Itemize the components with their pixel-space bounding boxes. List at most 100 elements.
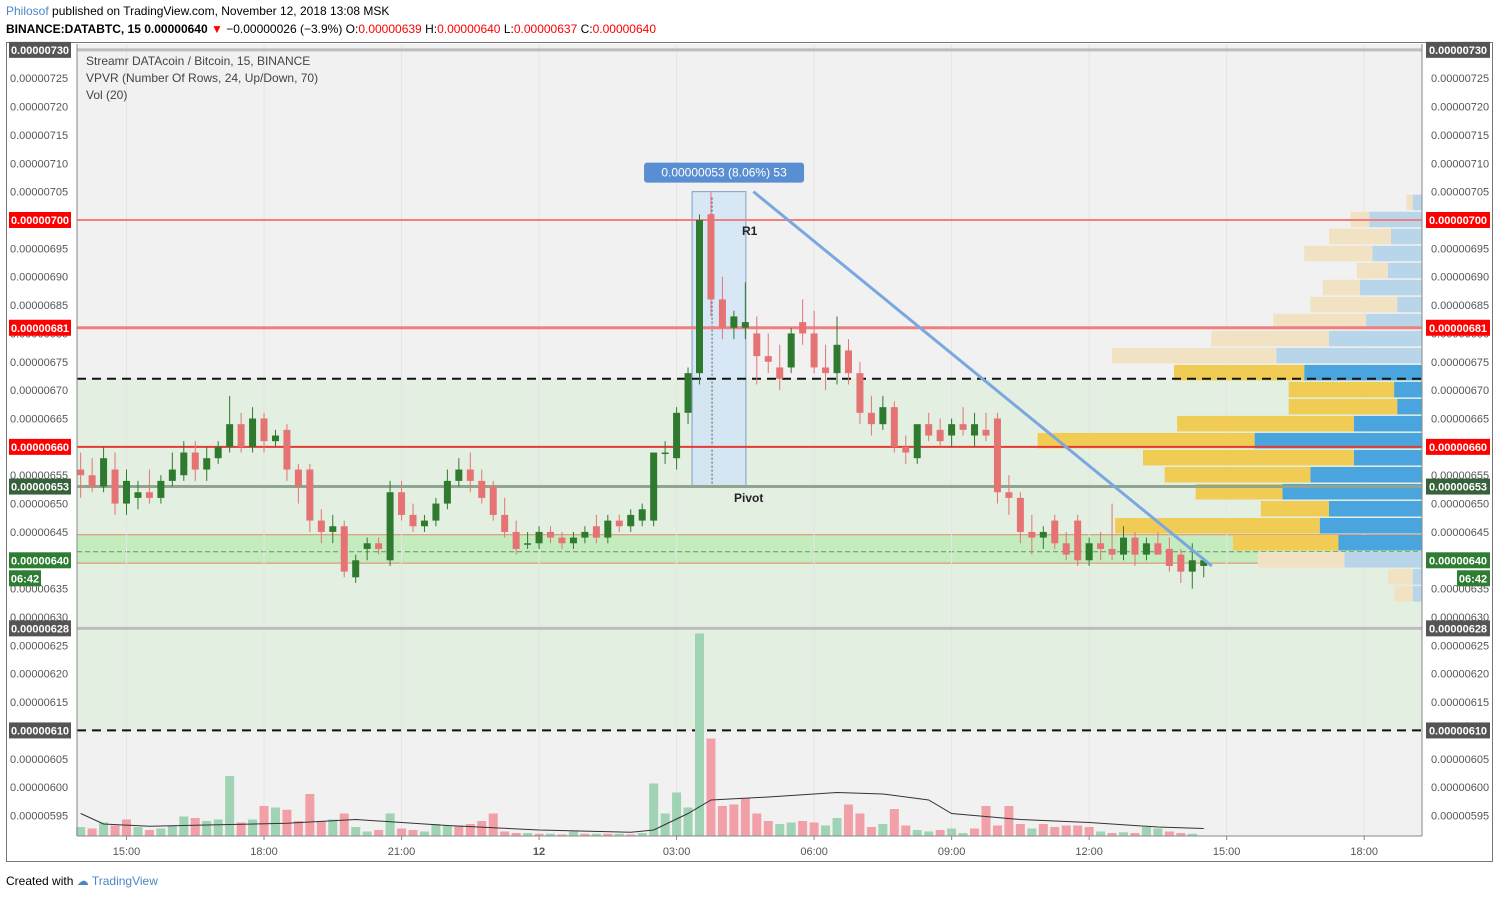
badge-right-1: 0.00000700 — [1429, 215, 1487, 227]
y-tick-left-7: 0.00000695 — [10, 243, 68, 255]
candle-body-69 — [867, 412, 875, 425]
volume-bar-4 — [122, 819, 131, 836]
vpvr-down-bar-15 — [1353, 449, 1422, 466]
volume-bar-68 — [855, 813, 865, 836]
countdown-left-bg — [9, 570, 41, 587]
candle-body-29 — [409, 514, 417, 527]
badge-left-bg-0 — [9, 41, 71, 58]
candle-body-34 — [466, 469, 474, 481]
badge-left-3: 0.00000660 — [11, 442, 69, 454]
badge-left-7: 0.00000610 — [11, 725, 69, 737]
vpvr-up-bar-12 — [1288, 398, 1398, 415]
volume-bar-22 — [328, 819, 338, 836]
vpvr-up-bar-14 — [1037, 432, 1255, 449]
vpvr-down-bar-14 — [1254, 432, 1422, 449]
measure-label: 0.00000053 (8.06%) 53 — [661, 166, 787, 180]
y-tick-right-22: 0.00000620 — [1431, 669, 1489, 681]
candle-body-60 — [764, 356, 772, 362]
y-tick-right-4: 0.00000710 — [1431, 158, 1489, 170]
last-price: 0.00000640 — [144, 22, 208, 36]
candle-body-46 — [604, 520, 612, 538]
badge-right-6: 0.00000628 — [1429, 623, 1487, 635]
badge-right-7: 0.00000610 — [1429, 725, 1487, 737]
volume-bar-15 — [248, 819, 258, 836]
candle-body-45 — [592, 526, 600, 538]
candle-body-64 — [810, 333, 818, 368]
candle-body-4 — [123, 480, 130, 504]
volume-bar-20 — [305, 794, 315, 836]
candle-body-42 — [558, 537, 566, 544]
volume-bar-50 — [649, 783, 659, 836]
x-tick-label-1: 18:00 — [250, 846, 278, 858]
badge-left-bg-2 — [9, 319, 71, 336]
volume-bar-72 — [901, 825, 911, 836]
volume-bar-91 — [1119, 832, 1129, 836]
vpvr-up-bar-19 — [1115, 518, 1320, 534]
volume-bar-27 — [385, 813, 395, 836]
badge-left-1: 0.00000700 — [11, 215, 69, 227]
volume-bar-61 — [775, 824, 785, 836]
volume-bar-39 — [523, 833, 533, 836]
candle-body-19 — [294, 469, 302, 487]
badge-left-bg-4 — [9, 478, 71, 495]
badge-left-6: 0.00000628 — [11, 623, 69, 635]
badge-right-4: 0.00000653 — [1429, 482, 1487, 494]
badge-left-bg-3 — [9, 438, 71, 455]
price-change: −0.00000026 (−3.9%) — [226, 22, 343, 36]
candle-body-36 — [489, 486, 497, 515]
vpvr-up-bar-6 — [1310, 296, 1398, 313]
y-tick-left-5: 0.00000705 — [10, 187, 68, 199]
r1-label: R1 — [742, 224, 758, 238]
candle-body-37 — [501, 514, 509, 532]
candle-body-92 — [1131, 537, 1139, 555]
candle-body-38 — [512, 531, 520, 549]
badge-right-5: 0.00000640 — [1429, 555, 1487, 567]
volume-bar-43 — [568, 831, 578, 836]
candle-body-95 — [1165, 548, 1173, 566]
countdown-right-bg — [1457, 570, 1490, 587]
candle-body-75 — [936, 429, 944, 442]
badge-right-3: 0.00000660 — [1429, 442, 1487, 454]
volume-bar-49 — [637, 833, 647, 836]
footer-brand[interactable]: TradingView — [91, 874, 158, 888]
vpvr-up-bar-11 — [1288, 381, 1395, 398]
y-tick-right-12: 0.00000670 — [1431, 385, 1489, 397]
volume-bar-17 — [270, 807, 280, 836]
candle-body-24 — [352, 560, 360, 578]
volume-bar-1 — [87, 828, 97, 836]
candle-body-96 — [1177, 554, 1185, 572]
vpvr-up-bar-0 — [1406, 194, 1413, 211]
vpvr-down-bar-16 — [1310, 466, 1422, 483]
author-link[interactable]: Philosof — [6, 4, 49, 18]
candle-body-82 — [1016, 497, 1024, 532]
tradingview-logo-icon[interactable]: ☁ — [76, 874, 89, 888]
volume-bar-28 — [397, 828, 407, 836]
y-tick-right-19: 0.00000635 — [1431, 584, 1489, 596]
candle-body-12 — [214, 446, 222, 459]
volume-bar-65 — [821, 825, 831, 836]
candle-body-17 — [271, 435, 279, 442]
volume-bar-2 — [99, 822, 109, 836]
candle-body-62 — [787, 333, 795, 368]
y-tick-right-13: 0.00000665 — [1431, 414, 1489, 426]
vpvr-up-bar-7 — [1273, 313, 1367, 330]
current-range-band — [77, 534, 1422, 564]
candle-body-93 — [1142, 543, 1150, 555]
candle-body-35 — [478, 480, 486, 498]
symbol-label: BINANCE:DATABTC, 15 — [6, 22, 141, 36]
candle-body-47 — [615, 520, 623, 527]
candle-body-3 — [111, 469, 119, 504]
y-tick-right-7: 0.00000695 — [1431, 243, 1489, 255]
y-tick-right-26: 0.00000600 — [1431, 782, 1489, 794]
candle-body-67 — [844, 350, 852, 374]
candle-body-11 — [203, 458, 211, 470]
vpvr-down-bar-10 — [1304, 364, 1422, 381]
candle-body-2 — [100, 458, 108, 487]
candle-body-52 — [673, 412, 681, 459]
badge-right-2: 0.00000681 — [1429, 323, 1487, 335]
volume-bar-47 — [614, 833, 624, 836]
candle-body-73 — [913, 424, 921, 459]
candle-body-87 — [1074, 520, 1082, 561]
candle-body-33 — [455, 469, 463, 481]
